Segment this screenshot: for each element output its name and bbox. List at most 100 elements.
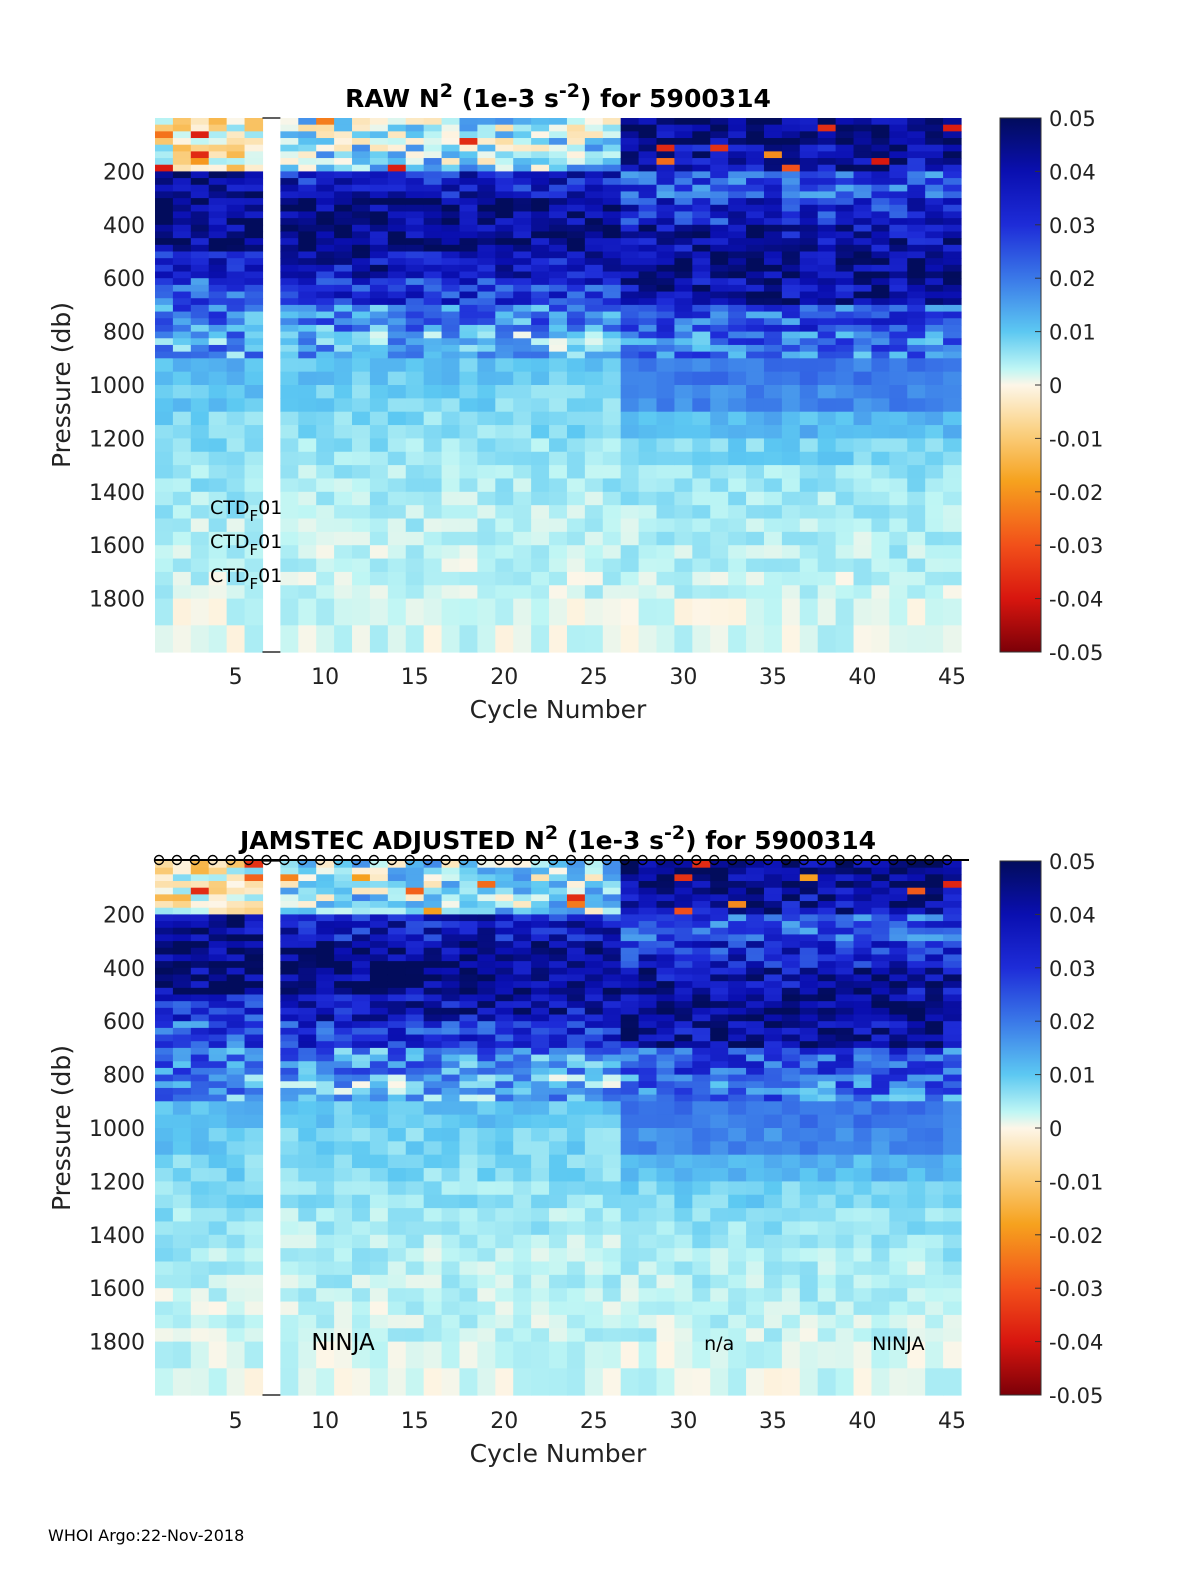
heatmap-cell xyxy=(602,371,622,386)
heatmap-cell xyxy=(781,861,801,869)
heatmap-cell xyxy=(817,311,837,319)
heatmap-cell xyxy=(584,518,604,533)
heatmap-cell xyxy=(387,1014,407,1022)
heatmap-cell xyxy=(477,204,496,213)
heatmap-cell xyxy=(907,1288,926,1303)
heatmap-cell xyxy=(280,171,299,179)
heatmap-cell xyxy=(602,881,622,889)
heatmap-cell xyxy=(781,171,801,179)
heatmap-cell xyxy=(746,1021,765,1029)
heatmap-cell xyxy=(799,478,819,493)
colorbar-tick-label: -0.03 xyxy=(1049,534,1103,558)
heatmap-cell xyxy=(602,224,622,233)
heatmap-cell xyxy=(728,478,747,493)
heatmap-cell xyxy=(692,311,711,319)
heatmap-cell xyxy=(334,505,353,520)
heatmap-cell xyxy=(710,371,729,386)
heatmap-cell xyxy=(907,1007,926,1016)
heatmap-cell xyxy=(316,881,335,889)
heatmap-cell xyxy=(763,1027,783,1036)
heatmap-cell xyxy=(620,1141,640,1156)
heatmap-cell xyxy=(226,954,246,962)
heatmap-cell xyxy=(817,131,837,139)
heatmap-cell xyxy=(871,545,890,560)
heatmap-cell xyxy=(566,331,586,339)
heatmap-cell xyxy=(513,558,532,573)
heatmap-cell xyxy=(692,1014,711,1022)
heatmap-cell xyxy=(280,398,299,413)
axes xyxy=(262,860,281,1396)
heatmap-cell xyxy=(190,271,210,279)
heatmap-cell xyxy=(943,974,962,982)
heatmap-cell xyxy=(459,1301,478,1316)
heatmap-cell xyxy=(566,1181,586,1196)
heatmap-cell xyxy=(477,1368,496,1396)
heatmap-cell xyxy=(298,1341,317,1369)
heatmap-cell xyxy=(423,1234,443,1249)
heatmap-cell xyxy=(763,171,783,179)
heatmap-cell xyxy=(763,1168,783,1182)
heatmap-cell xyxy=(584,411,604,426)
heatmap-cell xyxy=(280,887,299,895)
heatmap-cell xyxy=(513,1208,532,1223)
heatmap-cell xyxy=(656,934,676,942)
heatmap-cell xyxy=(871,164,890,172)
heatmap-cell xyxy=(477,451,496,466)
heatmap-cell xyxy=(441,1301,461,1316)
heatmap-cell xyxy=(459,224,478,233)
heatmap-cell xyxy=(889,1328,908,1343)
heatmap-cell xyxy=(531,258,550,266)
heatmap-cell xyxy=(620,1021,640,1029)
heatmap-cell xyxy=(763,1154,783,1169)
heatmap-cell xyxy=(172,1074,192,1082)
heatmap-cell xyxy=(513,184,532,193)
heatmap-cell xyxy=(531,914,550,922)
heatmap-cell xyxy=(190,598,210,626)
heatmap-cell xyxy=(190,438,210,453)
heatmap-cell xyxy=(477,585,496,600)
heatmap-cell xyxy=(190,921,210,929)
heatmap-cell xyxy=(817,224,837,233)
heatmap-cell xyxy=(925,491,944,506)
heatmap-cell xyxy=(369,1274,389,1289)
heatmap-cell xyxy=(943,571,962,586)
heatmap-cell xyxy=(298,358,317,373)
heatmap-cell xyxy=(155,324,174,333)
heatmap-cell xyxy=(298,491,317,506)
heatmap-cell xyxy=(943,914,962,922)
heatmap-cell xyxy=(584,921,604,929)
heatmap-cell xyxy=(656,385,676,399)
heatmap-cell xyxy=(889,954,908,962)
heatmap-cell xyxy=(656,411,676,426)
heatmap-cell xyxy=(943,465,962,480)
heatmap-cell xyxy=(763,894,783,902)
heatmap-cell xyxy=(280,1314,299,1329)
heatmap-cell xyxy=(781,231,801,239)
heatmap-cell xyxy=(155,1141,174,1156)
heatmap-cell xyxy=(334,941,353,949)
heatmap-cell xyxy=(656,218,676,226)
heatmap-cell xyxy=(387,264,407,273)
heatmap-cell xyxy=(405,491,425,506)
heatmap-cell xyxy=(405,1341,425,1369)
heatmap-cell xyxy=(531,1034,550,1042)
heatmap-cell xyxy=(566,358,586,373)
heatmap-cell xyxy=(244,901,264,909)
heatmap-cell xyxy=(531,1368,550,1396)
heatmap-cell xyxy=(889,1288,908,1303)
heatmap-cell xyxy=(226,1001,246,1009)
heatmap-cell xyxy=(763,465,783,480)
heatmap-cell xyxy=(369,385,389,399)
heatmap-cell xyxy=(423,1181,443,1196)
heatmap-cell xyxy=(620,385,640,399)
heatmap-cell xyxy=(495,1034,514,1042)
heatmap-cell xyxy=(674,1094,693,1102)
heatmap-cell xyxy=(674,867,693,875)
heatmap-cell xyxy=(549,1007,568,1016)
heatmap-cell xyxy=(405,967,425,976)
heatmap-cell xyxy=(584,164,604,172)
heatmap-cell xyxy=(190,451,210,466)
heatmap-cell xyxy=(602,358,622,373)
heatmap-cell xyxy=(531,987,550,996)
heatmap-cell xyxy=(405,264,425,273)
